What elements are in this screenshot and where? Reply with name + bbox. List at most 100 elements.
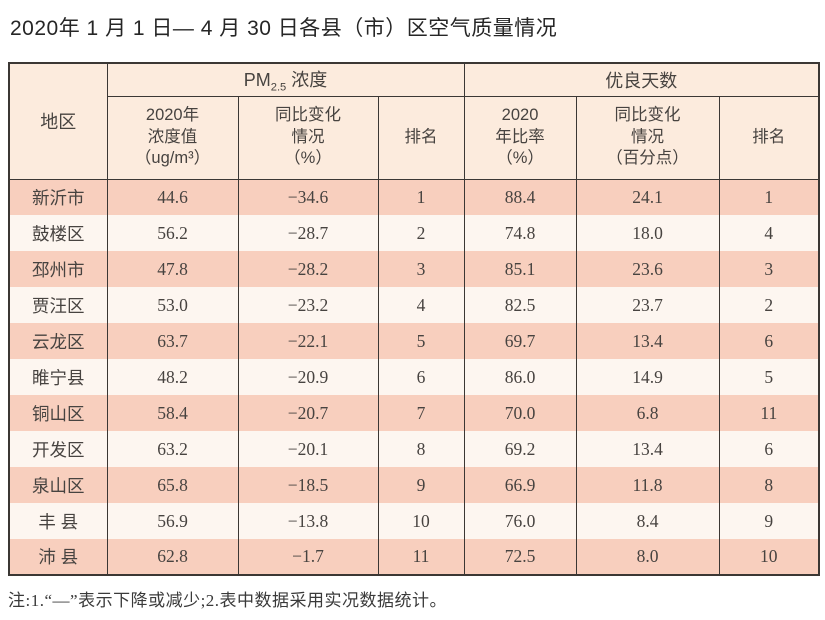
cell-pm-change: −1.7 [237, 539, 379, 575]
table-body: 新沂市 44.6 −34.6 1 88.4 24.1 1 鼓楼区 56.2 −2… [8, 179, 820, 575]
cell-region: 贾汪区 [8, 287, 108, 323]
cell-days-rank: 10 [718, 539, 820, 575]
page-title: 2020年 1 月 1 日— 4 月 30 日各县（市）区空气质量情况 [10, 17, 558, 40]
cell-pm-rank: 1 [377, 179, 465, 215]
cell-pm-value: 56.9 [106, 503, 239, 539]
header-pm-change: 同比变化 情况 （%） [237, 96, 379, 180]
cell-days-rate: 70.0 [463, 395, 577, 431]
cell-region: 鼓楼区 [8, 215, 108, 251]
cell-days-change: 23.6 [575, 251, 720, 287]
cell-pm-rank: 8 [377, 431, 465, 467]
cell-pm-value: 62.8 [106, 539, 239, 575]
cell-days-rank: 3 [718, 251, 820, 287]
cell-pm-rank: 3 [377, 251, 465, 287]
cell-days-rate: 74.8 [463, 215, 577, 251]
pm25-label-base: PM [243, 69, 271, 90]
cell-days-rate: 88.4 [463, 179, 577, 215]
cell-pm-change: −34.6 [237, 179, 379, 215]
table-row: 铜山区 58.4 −20.7 7 70.0 6.8 11 [8, 395, 820, 431]
table-header: 地区 PM2.5 浓度 优良天数 2020年 浓度值 （ug/m³） 同比变化 … [8, 63, 820, 180]
cell-pm-change: −18.5 [237, 467, 379, 503]
cell-days-change: 8.0 [575, 539, 720, 575]
cell-days-rank: 5 [718, 359, 820, 395]
cell-pm-value: 65.8 [106, 467, 239, 503]
cell-region: 云龙区 [8, 323, 108, 359]
cell-pm-change: −20.1 [237, 431, 379, 467]
cell-pm-value: 58.4 [106, 395, 239, 431]
cell-pm-value: 44.6 [106, 179, 239, 215]
cell-days-change: 23.7 [575, 287, 720, 323]
cell-pm-rank: 9 [377, 467, 465, 503]
cell-pm-change: −23.2 [237, 287, 379, 323]
table-row: 睢宁县 48.2 −20.9 6 86.0 14.9 5 [8, 359, 820, 395]
cell-region: 泉山区 [8, 467, 108, 503]
footnote: 注:1.“—”表示下降或减少;2.表中数据采用实况数据统计。 [8, 591, 448, 610]
header-group-row: 地区 PM2.5 浓度 优良天数 [8, 63, 820, 180]
cell-pm-value: 48.2 [106, 359, 239, 395]
table-row: 丰 县 56.9 −13.8 10 76.0 8.4 9 [8, 503, 820, 539]
cell-pm-rank: 4 [377, 287, 465, 323]
cell-days-rank: 8 [718, 467, 820, 503]
header-pm-rank: 排名 [377, 96, 465, 180]
cell-days-rate: 76.0 [463, 503, 577, 539]
cell-pm-rank: 10 [377, 503, 465, 539]
pm25-label-subscript: 2.5 [270, 81, 287, 94]
cell-days-rate: 85.1 [463, 251, 577, 287]
cell-days-rate: 82.5 [463, 287, 577, 323]
cell-days-change: 18.0 [575, 215, 720, 251]
cell-pm-value: 47.8 [106, 251, 239, 287]
header-sub-row: 2020年 浓度值 （ug/m³） 同比变化 情况 （%） 排名 2020 年比… [9, 96, 820, 180]
header-region: 地区 [8, 63, 108, 180]
header-group-pm25: PM2.5 浓度 [106, 63, 465, 97]
cell-days-change: 11.8 [575, 467, 720, 503]
table-row: 新沂市 44.6 −34.6 1 88.4 24.1 1 [8, 179, 820, 215]
cell-pm-value: 63.7 [106, 323, 239, 359]
cell-days-rate: 86.0 [463, 359, 577, 395]
cell-days-rate: 72.5 [463, 539, 577, 575]
cell-pm-value: 63.2 [106, 431, 239, 467]
cell-days-change: 6.8 [575, 395, 720, 431]
table-row: 沛 县 62.8 −1.7 11 72.5 8.0 10 [8, 539, 820, 575]
cell-pm-value: 56.2 [106, 215, 239, 251]
cell-region: 丰 县 [8, 503, 108, 539]
table-row: 云龙区 63.7 −22.1 5 69.7 13.4 6 [8, 323, 820, 359]
cell-pm-value: 53.0 [106, 287, 239, 323]
header-days-rate: 2020 年比率 （%） [463, 96, 577, 180]
cell-days-rank: 6 [718, 323, 820, 359]
table-row: 贾汪区 53.0 −23.2 4 82.5 23.7 2 [8, 287, 820, 323]
cell-days-rank: 9 [718, 503, 820, 539]
cell-region: 开发区 [8, 431, 108, 467]
cell-pm-rank: 11 [377, 539, 465, 575]
cell-days-rate: 66.9 [463, 467, 577, 503]
cell-region: 沛 县 [8, 539, 108, 575]
cell-pm-change: −13.8 [237, 503, 379, 539]
table-row: 鼓楼区 56.2 −28.7 2 74.8 18.0 4 [8, 215, 820, 251]
cell-region: 铜山区 [8, 395, 108, 431]
cell-pm-rank: 6 [377, 359, 465, 395]
table-row: 邳州市 47.8 −28.2 3 85.1 23.6 3 [8, 251, 820, 287]
cell-days-rate: 69.7 [463, 323, 577, 359]
header-days-change: 同比变化 情况 （百分点） [575, 96, 720, 180]
cell-days-rank: 2 [718, 287, 820, 323]
cell-days-change: 8.4 [575, 503, 720, 539]
cell-days-rank: 4 [718, 215, 820, 251]
cell-pm-change: −28.2 [237, 251, 379, 287]
cell-days-change: 24.1 [575, 179, 720, 215]
cell-days-change: 13.4 [575, 431, 720, 467]
cell-pm-change: −20.7 [237, 395, 379, 431]
cell-region: 新沂市 [8, 179, 108, 215]
cell-days-rank: 11 [718, 395, 820, 431]
cell-days-change: 14.9 [575, 359, 720, 395]
cell-pm-change: −22.1 [237, 323, 379, 359]
cell-pm-rank: 2 [377, 215, 465, 251]
table-row: 泉山区 65.8 −18.5 9 66.9 11.8 8 [8, 467, 820, 503]
cell-days-rank: 1 [718, 179, 820, 215]
cell-days-rank: 6 [718, 431, 820, 467]
cell-days-change: 13.4 [575, 323, 720, 359]
pm25-label-rest: 浓度 [286, 69, 328, 90]
air-quality-table: 地区 PM2.5 浓度 优良天数 2020年 浓度值 （ug/m³） 同比变化 … [8, 62, 821, 576]
cell-region: 邳州市 [8, 251, 108, 287]
cell-pm-rank: 5 [377, 323, 465, 359]
cell-days-rate: 69.2 [463, 431, 577, 467]
